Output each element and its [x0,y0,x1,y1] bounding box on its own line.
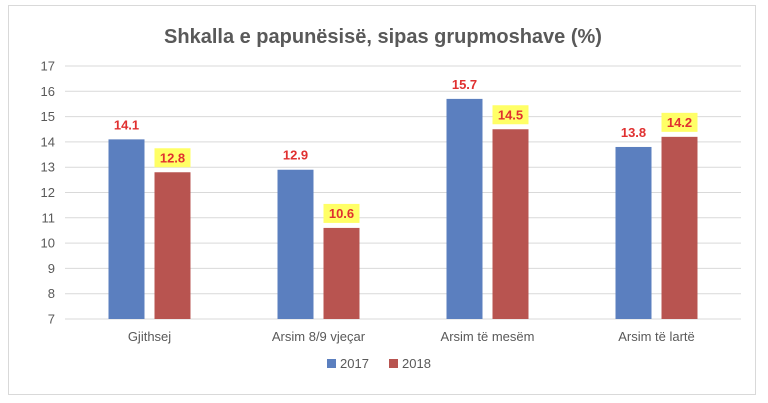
bar-2018 [154,172,191,319]
data-label-highlight [154,148,191,168]
chart-frame: Shkalla e papunësisë, sipas grupmoshave … [8,5,756,395]
data-label-highlight [492,105,529,125]
chart-title: Shkalla e papunësisë, sipas grupmoshave … [164,26,602,48]
category-labels: Gjithsej Arsim 8/9 vjeçar Arsim të mesëm Ar… [128,329,695,344]
bar-2018 [661,136,698,319]
data-label-highlight [323,203,360,223]
y-tick-label: 7 [48,312,55,327]
legend-swatch-2018 [389,359,398,368]
y-tick-label: 8 [48,286,55,301]
y-tick-label: 14 [41,134,55,149]
data-label: 14.2 [667,115,692,130]
data-label: 13.8 [621,125,646,140]
data-label: 12.9 [283,148,308,163]
data-label: 15.7 [452,77,477,92]
category-label: Arsim të mesëm [441,329,535,344]
y-tick-label: 17 [41,59,55,74]
y-tick-label: 15 [41,109,55,124]
legend-label: 2018 [402,356,431,371]
y-tick-label: 13 [41,160,55,175]
bar-2018 [323,227,360,319]
legend-label: 2017 [340,356,369,371]
bar-chart: Shkalla e papunësisë, sipas grupmoshave … [41,26,741,371]
legend-swatch-2017 [327,359,336,368]
bar-2017 [108,139,145,319]
bar-2017 [277,169,314,319]
y-tick-label: 10 [41,236,55,251]
category-label: Arsim 8/9 vjeçar [272,329,366,344]
data-label: 10.6 [329,206,354,221]
category-label: Gjithsej [128,329,171,344]
data-label-highlight [661,112,698,132]
data-label: 14.5 [498,107,523,122]
bar-2017 [446,98,483,319]
y-tick-label: 11 [42,210,56,225]
data-labels: 14.1 12.8 12.9 10.6 15.7 14.5 13.8 14.2 [114,77,698,223]
data-label: 12.8 [160,150,185,165]
bars [108,98,698,319]
bar-2017 [615,146,652,319]
category-label: Arsim të lartë [618,329,695,344]
y-tick-label: 16 [41,84,55,99]
y-tick-label: 9 [48,261,55,276]
data-label: 14.1 [114,117,139,132]
legend: 2017 2018 [327,356,431,371]
y-axis-ticks: 7 8 9 10 11 12 13 14 15 16 17 [41,59,55,327]
y-tick-label: 12 [41,185,55,200]
bar-2018 [492,129,529,319]
